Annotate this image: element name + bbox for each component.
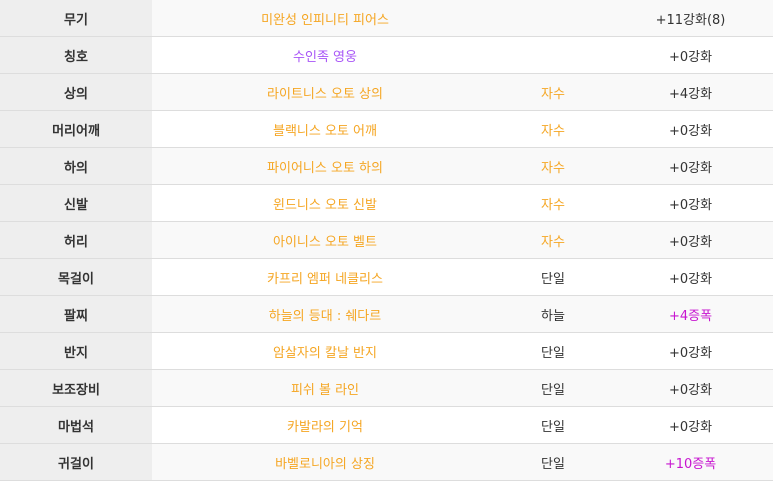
- item-name[interactable]: 파이어니스 오토 하의: [152, 147, 498, 185]
- item-name[interactable]: 피쉬 볼 라인: [152, 369, 498, 407]
- item-name[interactable]: 암살자의 칼날 반지: [152, 332, 498, 370]
- enhance-level: +4증폭: [608, 295, 773, 333]
- enhance-level: +0강화: [608, 332, 773, 370]
- enhance-level: +0강화: [608, 221, 773, 259]
- item-name[interactable]: 블랙니스 오토 어깨: [152, 110, 498, 148]
- enhance-level: +0강화: [608, 147, 773, 185]
- equipment-row: 칭호 수인족 영웅 +0강화: [0, 36, 773, 74]
- equipment-row: 팔찌 하늘의 등대 : 쉐다르 하늘 +4증폭: [0, 295, 773, 333]
- enhance-level: +11강화(8): [608, 0, 773, 37]
- equipment-row: 상의 라이트니스 오토 상의 자수 +4강화: [0, 73, 773, 111]
- enhance-level: +0강화: [608, 406, 773, 444]
- equipment-slot: 귀걸이: [0, 443, 152, 481]
- equipment-slot: 하의: [0, 147, 152, 185]
- equipment-row: 신발 윈드니스 오토 신발 자수 +0강화: [0, 184, 773, 222]
- equipment-slot: 칭호: [0, 36, 152, 74]
- item-type: 단일: [498, 406, 608, 444]
- item-type: 단일: [498, 443, 608, 481]
- equipment-slot: 마법석: [0, 406, 152, 444]
- equipment-slot: 상의: [0, 73, 152, 111]
- enhance-level: +0강화: [608, 369, 773, 407]
- equipment-row: 마법석 카발라의 기억 단일 +0강화: [0, 406, 773, 444]
- item-name[interactable]: 카발라의 기억: [152, 406, 498, 444]
- equipment-row: 귀걸이 바벨로니아의 상징 단일 +10증폭: [0, 443, 773, 481]
- equipment-slot: 목걸이: [0, 258, 152, 296]
- equipment-slot: 팔찌: [0, 295, 152, 333]
- equipment-row: 하의 파이어니스 오토 하의 자수 +0강화: [0, 147, 773, 185]
- item-name[interactable]: 미완성 인피니티 피어스: [152, 0, 498, 37]
- equipment-slot: 반지: [0, 332, 152, 370]
- equipment-row: 허리 아이니스 오토 벨트 자수 +0강화: [0, 221, 773, 259]
- item-name[interactable]: 라이트니스 오토 상의: [152, 73, 498, 111]
- item-type: 하늘: [498, 295, 608, 333]
- equipment-row: 보조장비 피쉬 볼 라인 단일 +0강화: [0, 369, 773, 407]
- item-type: 단일: [498, 332, 608, 370]
- enhance-level: +4강화: [608, 73, 773, 111]
- enhance-level: +0강화: [608, 110, 773, 148]
- equipment-row: 무기 미완성 인피니티 피어스 +11강화(8): [0, 0, 773, 37]
- enhance-level: +0강화: [608, 184, 773, 222]
- item-type: 자수: [498, 73, 608, 111]
- equipment-slot: 무기: [0, 0, 152, 37]
- item-type: [498, 36, 608, 74]
- item-type: 자수: [498, 110, 608, 148]
- equipment-slot: 머리어깨: [0, 110, 152, 148]
- item-name[interactable]: 수인족 영웅: [152, 36, 498, 74]
- item-name[interactable]: 하늘의 등대 : 쉐다르: [152, 295, 498, 333]
- item-type: 자수: [498, 221, 608, 259]
- item-type: 단일: [498, 369, 608, 407]
- item-name[interactable]: 아이니스 오토 벨트: [152, 221, 498, 259]
- item-name[interactable]: 윈드니스 오토 신발: [152, 184, 498, 222]
- item-type: 자수: [498, 147, 608, 185]
- equipment-slot: 허리: [0, 221, 152, 259]
- item-type: 자수: [498, 184, 608, 222]
- enhance-level: +0강화: [608, 258, 773, 296]
- item-name[interactable]: 바벨로니아의 상징: [152, 443, 498, 481]
- item-type: [498, 0, 608, 37]
- equipment-row: 목걸이 카프리 엠퍼 네클리스 단일 +0강화: [0, 258, 773, 296]
- enhance-level: +10증폭: [608, 443, 773, 481]
- equipment-row: 반지 암살자의 칼날 반지 단일 +0강화: [0, 332, 773, 370]
- equipment-row: 머리어깨 블랙니스 오토 어깨 자수 +0강화: [0, 110, 773, 148]
- enhance-level: +0강화: [608, 36, 773, 74]
- item-name[interactable]: 카프리 엠퍼 네클리스: [152, 258, 498, 296]
- equipment-slot: 신발: [0, 184, 152, 222]
- equipment-slot: 보조장비: [0, 369, 152, 407]
- item-type: 단일: [498, 258, 608, 296]
